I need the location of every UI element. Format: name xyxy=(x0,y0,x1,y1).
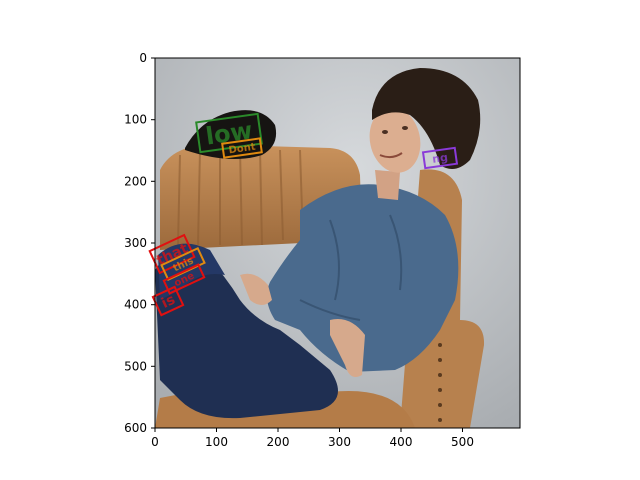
facial-features xyxy=(379,126,408,159)
x-tick-label: 400 xyxy=(390,435,413,449)
hair xyxy=(372,68,481,169)
chair-studs xyxy=(438,343,442,422)
shirt xyxy=(266,184,459,372)
y-tick-label: 300 xyxy=(124,236,147,250)
annotation-box-outline xyxy=(162,263,206,295)
y-axis: 0 100 200 300 400 500 600 xyxy=(124,51,155,435)
annotation-box-text: low xyxy=(204,116,254,150)
x-tick-label: 500 xyxy=(451,435,474,449)
annotation-box: ng xyxy=(421,146,459,170)
x-tick-label: 200 xyxy=(267,435,290,449)
x-tick-label: 0 xyxy=(151,435,159,449)
annotation-box: is xyxy=(151,285,185,317)
hands xyxy=(240,273,272,305)
shirt-folds xyxy=(299,214,403,321)
chair-ribs xyxy=(177,147,304,246)
y-tick-label: 0 xyxy=(139,51,147,65)
neck xyxy=(375,170,400,200)
annotation-box-text: is xyxy=(159,292,178,312)
y-tick-label: 400 xyxy=(124,298,147,312)
x-tick-label: 300 xyxy=(328,435,351,449)
annotation-box-outline xyxy=(421,146,459,170)
annotation-box-outline xyxy=(151,285,185,317)
hand-right xyxy=(330,319,365,378)
annotation-box-outline xyxy=(221,137,263,159)
annotation-box: Dont xyxy=(221,137,263,159)
y-tick-label: 100 xyxy=(124,113,147,127)
annotation-box-text: Dont xyxy=(228,142,257,157)
photo xyxy=(155,58,520,428)
hat xyxy=(185,110,277,159)
annotation-box-outline xyxy=(195,112,263,154)
x-tick-label: 100 xyxy=(205,435,228,449)
x-axis: 0 100 200 300 400 500 xyxy=(151,428,474,449)
y-tick-label: 500 xyxy=(124,359,147,373)
jeans xyxy=(155,250,338,419)
annotation-box-text: ng xyxy=(431,151,448,166)
annotation-box: low xyxy=(195,112,263,154)
y-tick-label: 600 xyxy=(124,421,147,435)
y-tick-label: 200 xyxy=(124,174,147,188)
